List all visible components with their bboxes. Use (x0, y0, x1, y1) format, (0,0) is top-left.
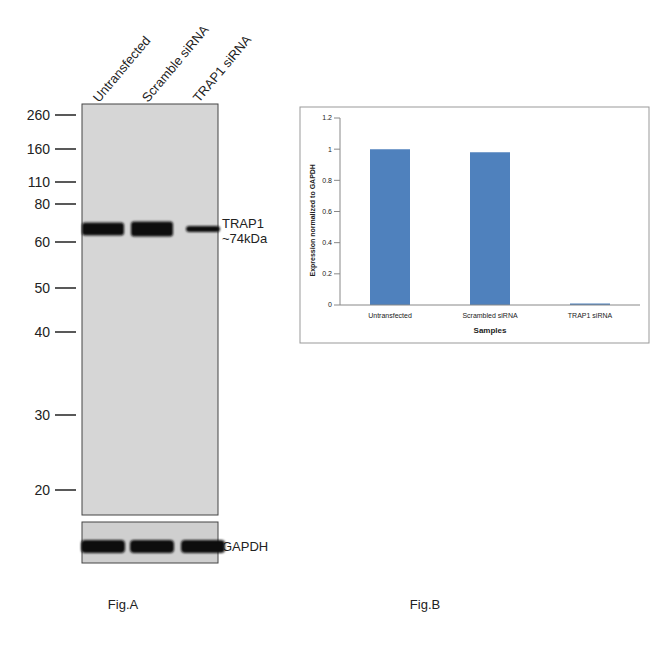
svg-text:260: 260 (27, 107, 51, 123)
svg-text:0: 0 (328, 301, 332, 308)
svg-text:TRAP1: TRAP1 (222, 216, 264, 231)
svg-text:TRAP1 siRNA: TRAP1 siRNA (190, 32, 255, 105)
svg-text:Expression normalized to GAPDH: Expression normalized to GAPDH (309, 164, 317, 276)
svg-text:~74kDa: ~74kDa (222, 231, 268, 246)
svg-text:Untransfected: Untransfected (368, 312, 412, 319)
svg-text:0.4: 0.4 (322, 239, 332, 246)
svg-text:80: 80 (34, 196, 50, 212)
svg-text:50: 50 (34, 280, 50, 296)
svg-text:1: 1 (328, 146, 332, 153)
svg-text:Samples: Samples (474, 326, 507, 335)
svg-text:20: 20 (34, 482, 50, 498)
svg-text:110: 110 (28, 174, 51, 190)
svg-text:GAPDH: GAPDH (222, 539, 268, 554)
svg-text:40: 40 (34, 324, 50, 340)
svg-text:160: 160 (27, 141, 51, 157)
svg-text:Scrambled siRNA: Scrambled siRNA (462, 312, 518, 319)
svg-text:0.8: 0.8 (322, 177, 332, 184)
svg-text:Scramble siRNA: Scramble siRNA (138, 22, 212, 105)
svg-text:0.2: 0.2 (322, 270, 332, 277)
svg-text:0.6: 0.6 (322, 208, 332, 215)
svg-text:30: 30 (34, 407, 50, 423)
svg-text:Fig.B: Fig.B (410, 597, 440, 612)
svg-text:60: 60 (34, 234, 50, 250)
svg-text:Untransfected: Untransfected (89, 33, 154, 105)
svg-text:TRAP1 siRNA: TRAP1 siRNA (568, 312, 613, 319)
svg-text:Fig.A: Fig.A (108, 597, 139, 612)
svg-text:1.2: 1.2 (322, 114, 332, 121)
